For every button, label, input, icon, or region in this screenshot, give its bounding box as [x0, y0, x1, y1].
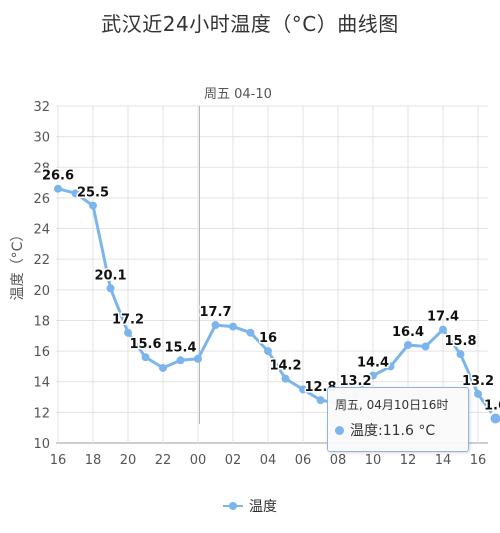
data-point[interactable]: [159, 363, 167, 372]
date-band-label: 周五 04-10: [204, 87, 272, 102]
y-tick-label: 26: [33, 192, 50, 207]
data-label: 17.2: [112, 313, 144, 328]
data-label: 15.6: [129, 337, 161, 352]
y-tick-label: 32: [33, 100, 50, 115]
data-label: 1.6: [484, 398, 500, 413]
data-point[interactable]: [264, 347, 272, 356]
x-tick-label: 00: [190, 453, 207, 468]
y-tick-label: 24: [33, 223, 50, 238]
data-label: 17.7: [199, 305, 231, 320]
data-point[interactable]: [474, 389, 482, 398]
data-point[interactable]: [229, 322, 237, 331]
tooltip-separator: :: [378, 423, 383, 439]
data-point[interactable]: [89, 201, 97, 210]
x-tick-label: 10: [365, 453, 382, 468]
data-point[interactable]: [71, 189, 80, 198]
y-tick-label: 30: [33, 131, 50, 146]
x-tick-label: 14: [435, 453, 452, 468]
data-point[interactable]: [281, 374, 290, 383]
legend-marker-icon: [223, 501, 243, 511]
x-tick-label: 22: [155, 453, 172, 468]
data-point[interactable]: [316, 396, 325, 405]
y-tick-label: 12: [33, 406, 50, 421]
x-tick-label: 20: [120, 453, 137, 468]
x-axis-ticks: 16 18 20 22 00 02 04 06 08 10 12 14 16: [50, 453, 487, 468]
data-label: 20.1: [94, 268, 126, 283]
x-tick-label: 16: [470, 453, 487, 468]
tooltip-value: 11.6 °C: [382, 423, 436, 439]
tooltip-header: 周五, 04月10日16时: [335, 398, 449, 412]
data-point[interactable]: [141, 353, 150, 362]
tooltip-row: 温度:11.6 °C: [335, 420, 435, 440]
data-point[interactable]: [176, 356, 185, 365]
y-axis-title: 温度（°C）: [10, 228, 26, 301]
data-label: 13.2: [339, 374, 371, 389]
series-points: [54, 184, 500, 426]
y-tick-label: 22: [33, 253, 50, 268]
data-point[interactable]: [439, 325, 447, 334]
data-point[interactable]: [404, 340, 412, 349]
y-tick-label: 18: [33, 314, 50, 329]
y-tick-label: 10: [33, 437, 50, 452]
data-point[interactable]: [369, 371, 377, 380]
data-point[interactable]: [54, 184, 62, 193]
data-point[interactable]: [456, 350, 465, 359]
legend-label[interactable]: 温度: [249, 499, 277, 515]
x-tick-label: 06: [295, 453, 312, 468]
y-axis-ticks: 10 12 14 16 18 20 22 24 26 28 30 32: [33, 100, 50, 452]
data-point[interactable]: [488, 411, 500, 426]
y-tick-label: 14: [33, 376, 50, 391]
legend[interactable]: 温度: [0, 496, 500, 516]
x-tick-label: 12: [400, 453, 417, 468]
x-tick-label: 18: [85, 453, 102, 468]
tooltip: 周五, 04月10日16时 温度:11.6 °C: [327, 387, 469, 452]
data-label: 14.4: [357, 356, 389, 371]
x-tick-label: 16: [50, 453, 67, 468]
x-tick-label: 02: [225, 453, 242, 468]
data-point[interactable]: [211, 321, 220, 330]
y-tick-label: 16: [33, 345, 50, 360]
chart-title: 武汉近24小时温度（°C）曲线图: [101, 12, 399, 36]
data-label: 15.4: [164, 340, 196, 355]
data-point[interactable]: [246, 328, 255, 337]
tooltip-series-dot: [335, 425, 344, 435]
data-label: 13.2: [462, 374, 494, 389]
data-label: 15.8: [444, 334, 476, 349]
data-label: 17.4: [427, 310, 459, 325]
data-point[interactable]: [421, 342, 430, 351]
series-line-temperature: [56, 187, 497, 420]
data-label: 14.2: [269, 359, 301, 374]
x-tick-label: 08: [330, 453, 347, 468]
date-band-divider: [199, 106, 200, 424]
data-label: 25.5: [77, 186, 109, 201]
y-tick-label: 28: [33, 161, 50, 176]
data-point[interactable]: [386, 362, 395, 371]
data-label: 16: [259, 331, 277, 346]
tooltip-series-name: 温度: [350, 423, 378, 439]
data-point[interactable]: [299, 385, 307, 394]
data-point[interactable]: [124, 328, 132, 337]
data-point[interactable]: [106, 284, 115, 293]
data-label: 16.4: [392, 325, 424, 340]
data-label: 26.6: [42, 169, 74, 184]
x-tick-label: 04: [260, 453, 277, 468]
data-point[interactable]: [194, 354, 202, 363]
y-tick-label: 20: [33, 284, 50, 299]
